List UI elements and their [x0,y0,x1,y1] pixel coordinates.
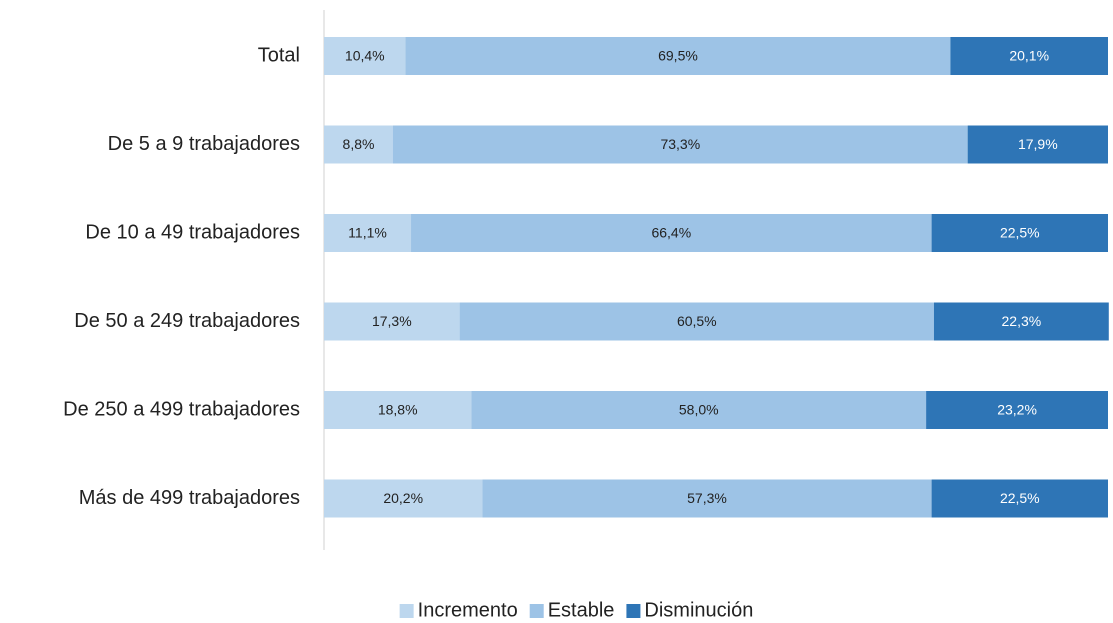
legend-label: Disminución [644,599,753,621]
bar-segment [471,391,927,429]
bar-segment [931,214,1108,252]
data-label: 73,3% [660,136,700,152]
bar-segment [411,214,932,252]
data-label: 60,5% [677,313,717,329]
bar-segment [405,37,951,75]
category-label: De 10 a 49 trabajadores [85,221,300,243]
category-label: Total [258,44,300,66]
bar-segment [967,125,1108,164]
bar-segment [459,302,934,341]
data-label: 22,5% [1000,225,1040,241]
data-label: 10,4% [345,48,385,64]
legend-swatch [626,604,641,618]
bar-segment [324,302,460,341]
bar-segment [324,37,406,75]
data-label: 11,1% [348,225,387,241]
bar-segment [324,125,393,164]
legend-swatch [529,604,544,618]
category-label: De 5 a 9 trabajadores [108,133,300,155]
data-label: 18,8% [378,402,418,418]
data-label: 57,3% [687,490,727,506]
category-label: De 50 a 249 trabajadores [74,310,300,332]
bar-segment [933,302,1109,341]
bar-segment [482,479,932,518]
bar-segment [931,479,1108,518]
bar-segment [950,37,1108,75]
data-label: 58,0% [679,402,719,418]
data-label: 17,9% [1018,136,1058,152]
bar-segment [324,214,412,252]
data-label: 22,5% [1000,490,1040,506]
bar-segment [324,479,483,518]
data-label: 23,2% [997,402,1037,418]
category-label: Más de 499 trabajadores [79,487,300,509]
legend-swatch [399,604,414,618]
bar-segment [392,125,968,164]
category-label: De 250 a 499 trabajadores [63,398,300,420]
data-label: 66,4% [651,225,691,241]
data-label: 69,5% [658,48,698,64]
data-label: 20,2% [383,490,423,506]
bar-segment [926,391,1108,429]
bar-segment [324,391,472,429]
legend-label: Incremento [418,599,518,621]
legend-label: Estable [548,599,615,621]
data-label: 17,3% [372,313,412,329]
data-label: 20,1% [1009,48,1049,64]
data-label: 22,3% [1002,313,1042,329]
data-label: 8,8% [343,136,375,152]
